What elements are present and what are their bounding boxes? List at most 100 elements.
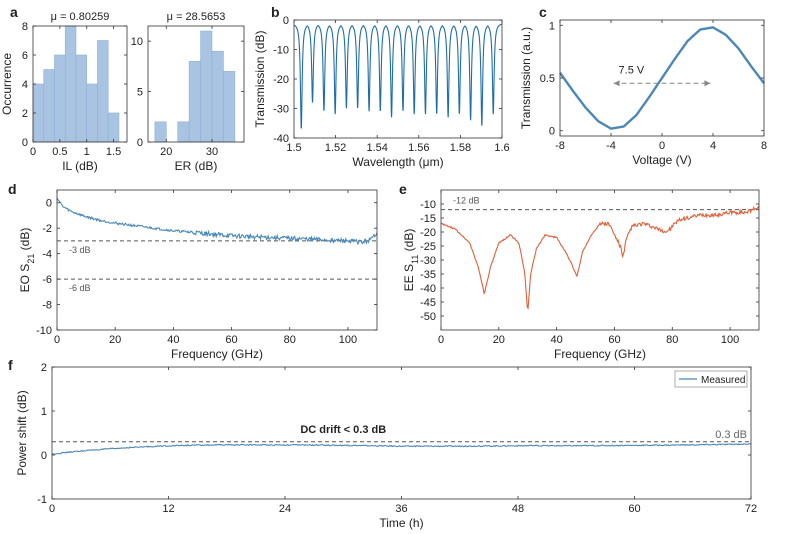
plot-frame [147,25,245,143]
panel-label: a [10,4,18,20]
x-tick-label: 100 [339,334,357,346]
span-annotation: 7.5 V [619,64,645,76]
y-axis-label: Power shift (dB) [15,390,29,475]
y-axis-label: EO S21 (dB) [18,228,36,293]
y-tick-label: 1 [549,20,555,32]
arrow-head-right [704,80,711,87]
x-tick-label: 24 [279,503,291,515]
histogram-bar [223,71,236,143]
y-tick-label: -30 [420,255,436,267]
y-tick-label: 6 [22,50,28,62]
panel-label: f [8,357,13,373]
y-tick-label: 0.5 [540,73,555,85]
x-tick-label: 1.58 [450,142,471,154]
panel-a2: 20 30 0 5 10 μ = 28.5653 ER (dB) [131,11,245,173]
x-tick-label: 8 [761,140,767,152]
panel-label: b [271,4,280,20]
y-tick-label: 0 [46,198,52,210]
x-axis-label: ER (dB) [175,159,218,173]
x-tick-label: 40 [167,334,179,346]
x-tick-label: 0.5 [52,146,67,158]
x-axis-label: Time (h) [379,516,423,530]
y-tick-label: 0 [41,450,47,462]
y-tick-label: -10 [273,45,289,57]
x-tick-label: 1.5 [106,146,121,158]
y-tick-label: -6 [42,274,52,286]
y-tick-label: -40 [420,283,436,295]
x-tick-label: 72 [745,503,757,515]
y-tick-label: -25 [420,241,436,253]
series-line [51,442,752,455]
x-axis-label: Voltage (V) [632,153,691,167]
y-tick-label: 1 [41,406,47,418]
y-axis-label: Occurrence [0,53,14,115]
histogram-bar [107,112,120,143]
y-axis-label: Transmission (dB) [253,31,267,128]
transmission-spectrum-line [293,23,503,129]
panel-label: c [539,4,547,20]
histogram-bar [211,50,224,143]
y-tick-label: 2 [22,108,28,120]
y-axis-label: EE S11 (dB) [402,229,420,292]
chart-title: μ = 28.5653 [167,11,226,23]
reference-line-label: -12 dB [453,196,480,206]
y-tick-label: 5 [137,87,143,99]
x-tick-label: 80 [284,334,296,346]
y-tick-label: -10 [420,199,436,211]
y-tick-label: 4 [22,79,28,91]
y-tick-label: 0 [137,137,143,149]
x-tick-label: -4 [606,140,616,152]
x-tick-label: 1.5 [286,142,301,154]
histogram-bar [75,54,88,143]
panel-e: e -12 dB 0 20 40 60 80 100 -10 -15 -20 -25 -30 -35 -40… [399,181,760,361]
x-tick-label: 36 [395,503,407,515]
histogram-bar [86,83,98,143]
y-axis-label-main: EO S [18,264,32,293]
x-axis-label: IL (dB) [62,159,98,173]
y-tick-label: -35 [420,269,436,281]
histogram-bar [154,121,167,143]
histogram-bar [177,121,190,143]
x-tick-label: 0 [49,503,55,515]
panel-d: d -3 dB -6 dB 0 20 40 60 80 100 0 -2 -4 -6 -8 -10 Frequ… [8,181,378,361]
y-tick-label: -1 [37,494,47,506]
y-tick-label: 8 [22,21,28,33]
x-axis-label: Frequency (GHz) [171,347,263,361]
series-line [440,205,760,310]
x-tick-label: 20 [160,146,172,158]
x-tick-label: 12 [162,503,174,515]
x-tick-label: 60 [608,334,620,346]
arrow-head-left [613,80,620,87]
y-axis-label-subscript: 11 [410,255,420,264]
y-tick-label: -10 [36,325,52,337]
y-tick-label: -20 [420,227,436,239]
histogram-bar [188,61,201,143]
reference-line-label: -6 dB [69,283,91,293]
drift-annotation: DC drift < 0.3 dB [300,424,386,436]
panel-label: e [399,181,407,197]
y-tick-label: -20 [273,74,289,86]
histogram-bar [54,54,66,143]
x-tick-label: 100 [721,334,739,346]
x-tick-label: 0 [30,146,36,158]
y-tick-label: -30 [273,104,289,116]
x-tick-label: 20 [109,334,121,346]
x-tick-label: 1.52 [325,142,346,154]
plot-frame [56,189,378,331]
x-tick-label: 60 [225,334,237,346]
y-tick-label: 0 [549,126,555,138]
y-tick-label: -4 [42,249,52,261]
panel-c: c 7.5 V -8 -4 0 4 8 0 0.5 1 Voltage (V) Transmissio… [519,4,767,167]
y-tick-label: 10 [131,36,143,48]
x-tick-label: 0 [659,140,665,152]
x-tick-label: 0 [438,334,444,346]
x-tick-label: 60 [628,503,640,515]
plot-frame [440,189,760,331]
y-axis-label-unit: (dB) [402,229,416,255]
x-tick-label: 0 [54,334,60,346]
panel-b: b 1.5 1.52 1.54 1.56 1.58 1.6 0 -10 -20 -30 -40 Wave… [253,4,510,169]
y-tick-label: -15 [420,213,436,225]
legend-box [674,370,748,388]
panel-label: d [8,181,17,197]
